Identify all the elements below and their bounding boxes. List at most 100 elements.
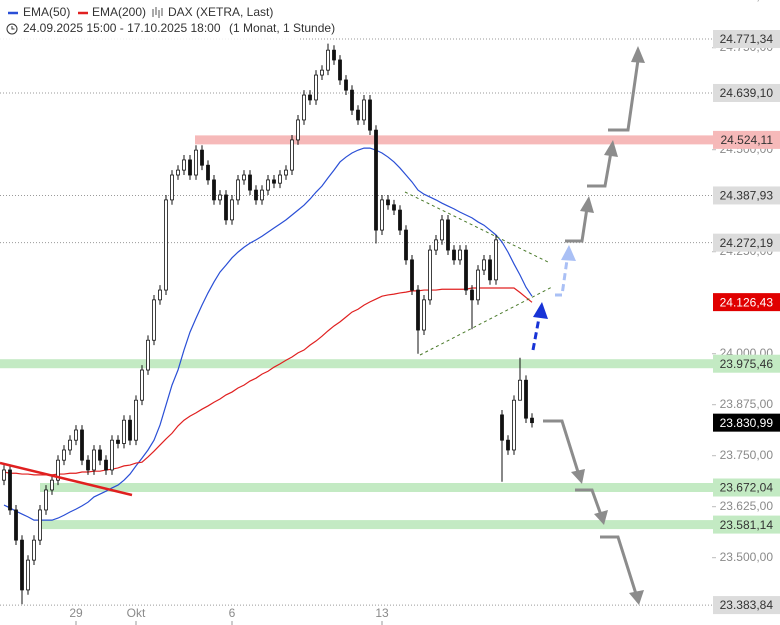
- candle-body: [326, 49, 330, 71]
- candle-body: [404, 229, 408, 261]
- ema-line: [3, 147, 533, 521]
- price-label: 24.126,43: [720, 295, 774, 309]
- price-label-box: [713, 130, 780, 149]
- candle-body: [452, 249, 456, 261]
- candle-body: [188, 159, 192, 176]
- candle-body: [206, 164, 210, 181]
- candle-body: [494, 239, 498, 281]
- candle-body: [212, 179, 216, 201]
- price-labels: 24.771,34 24.639,10 24.524,11 24.387,93 24.2…: [713, 30, 780, 615]
- arrow-head: [561, 245, 576, 261]
- candle-body: [218, 194, 222, 201]
- x-tick-label: Okt: [127, 606, 146, 620]
- arrow: [608, 59, 640, 132]
- candle-body: [512, 399, 516, 451]
- ema-line: [3, 287, 533, 476]
- candle-body: [392, 204, 396, 211]
- candle-body: [8, 469, 12, 511]
- arrow-head: [604, 140, 618, 157]
- price-label-box: [713, 413, 780, 432]
- x-tick-label: 6: [229, 606, 236, 620]
- price-label-box: [713, 233, 780, 252]
- price-label: 23.672,04: [720, 481, 774, 495]
- arrow: [600, 535, 638, 595]
- candle-body: [20, 539, 24, 591]
- candle-body: [320, 69, 324, 76]
- candle-body: [500, 414, 504, 441]
- candle-body: [350, 89, 354, 111]
- legend-entry: EMA(50): [23, 5, 70, 19]
- arrow: [575, 488, 603, 516]
- candle-body: [530, 417, 534, 424]
- candle-body: [2, 469, 6, 481]
- price-label-box: [713, 354, 780, 373]
- arrow: [543, 419, 580, 473]
- price-label: 24.639,10: [720, 86, 774, 100]
- arrow-head: [629, 590, 644, 605]
- arrow: [531, 317, 541, 351]
- candle-body: [338, 59, 342, 81]
- candle-body: [476, 269, 480, 301]
- candle-body: [86, 459, 90, 471]
- level-band: [40, 520, 780, 530]
- candle-body: [50, 479, 54, 491]
- annotations: [0, 46, 645, 605]
- candle-body: [152, 299, 156, 341]
- scenario-arrows: [543, 59, 640, 595]
- candle-body: [74, 429, 78, 441]
- candle-body: [92, 449, 96, 471]
- candle-body: [470, 289, 474, 301]
- candle-body: [140, 369, 144, 401]
- candle-body: [290, 139, 294, 171]
- candle-body: [116, 439, 120, 444]
- candle-body: [458, 249, 462, 261]
- candle-body: [410, 259, 414, 291]
- candle-body: [128, 419, 132, 441]
- legend-entry: EMA(200): [92, 5, 146, 19]
- y-tick-label: 23.625,00: [720, 499, 774, 513]
- candle-body: [146, 339, 150, 371]
- price-label: 23.830,99: [720, 416, 774, 430]
- price-label: 24.272,19: [720, 236, 774, 250]
- candle-body: [434, 239, 438, 251]
- candle-body: [398, 209, 402, 231]
- chart-title: DAX (XETRA, Last): [168, 5, 273, 19]
- candle-body: [38, 509, 42, 541]
- candle-body: [374, 129, 378, 231]
- candle-body: [98, 449, 102, 461]
- x-tick-label: 29: [69, 606, 83, 620]
- arrow: [565, 207, 589, 243]
- candle-body: [428, 249, 432, 301]
- y-tick-label: 23.500,00: [720, 550, 774, 564]
- candles: [2, 43, 534, 605]
- price-label: 24.387,93: [720, 189, 774, 203]
- candle-body: [488, 259, 492, 281]
- candle-body: [314, 74, 318, 101]
- candle-body: [440, 219, 444, 241]
- candle-body: [272, 179, 276, 184]
- candle-body: [80, 429, 84, 461]
- clock-icon: [11, 26, 15, 30]
- candle-body: [278, 174, 282, 184]
- candle-body: [230, 199, 234, 221]
- ema-lines: [3, 147, 533, 521]
- candle-body: [524, 379, 528, 419]
- candle-body: [266, 179, 270, 191]
- header-bg: [0, 0, 300, 40]
- arrow-head: [594, 510, 608, 525]
- candle-body: [446, 219, 450, 251]
- levels: [0, 38, 780, 606]
- level-band: [0, 359, 780, 369]
- arrow-head: [533, 302, 548, 319]
- candle-body: [284, 169, 288, 176]
- triangle-line: [419, 286, 553, 356]
- price-label: 23.383,84: [720, 598, 774, 612]
- candle-body: [44, 489, 48, 511]
- x-axis: 29 Okt 6 13: [69, 606, 389, 625]
- candle-body: [242, 174, 246, 181]
- candle-body: [104, 459, 108, 471]
- candle-body: [170, 174, 174, 201]
- candle-body: [482, 259, 486, 271]
- candle-body: [362, 99, 366, 121]
- price-label: 24.771,34: [720, 32, 774, 46]
